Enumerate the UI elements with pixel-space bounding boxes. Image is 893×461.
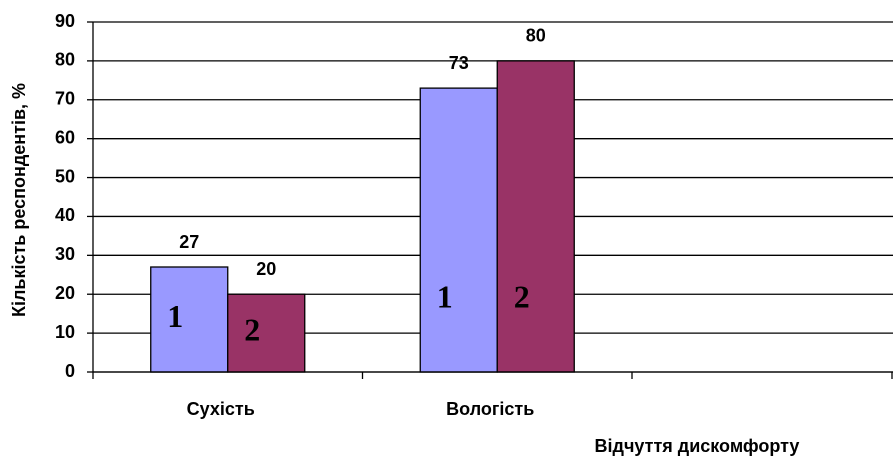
value-label: 73 — [449, 53, 469, 73]
x-tick-label: Сухість — [187, 399, 255, 419]
series-name: 2 — [244, 311, 260, 347]
y-tick-label: 0 — [65, 361, 75, 381]
x-tick-label: Вологість — [446, 399, 534, 419]
bar — [150, 266, 229, 373]
series-name: 2 — [514, 278, 530, 314]
y-axis-title: Кількість респондентів, % — [9, 83, 29, 317]
y-tick-label: 60 — [55, 127, 75, 147]
value-label: 27 — [179, 232, 199, 252]
value-label: 20 — [256, 259, 276, 279]
bar — [227, 293, 306, 373]
bar — [496, 60, 575, 373]
y-tick-label: 40 — [55, 205, 75, 225]
bar — [419, 87, 498, 373]
value-label: 80 — [526, 26, 546, 46]
y-tick-label: 30 — [55, 244, 75, 264]
series-name: 1 — [437, 278, 453, 314]
y-tick-label: 10 — [55, 322, 75, 342]
y-tick-label: 20 — [55, 283, 75, 303]
x-axis-title: Відчуття дискомфорту — [595, 436, 800, 456]
y-tick-label: 80 — [55, 50, 75, 70]
series-name: 1 — [167, 298, 183, 334]
y-tick-label: 50 — [55, 166, 75, 186]
y-tick-label: 90 — [55, 11, 75, 31]
y-tick-label: 70 — [55, 89, 75, 109]
